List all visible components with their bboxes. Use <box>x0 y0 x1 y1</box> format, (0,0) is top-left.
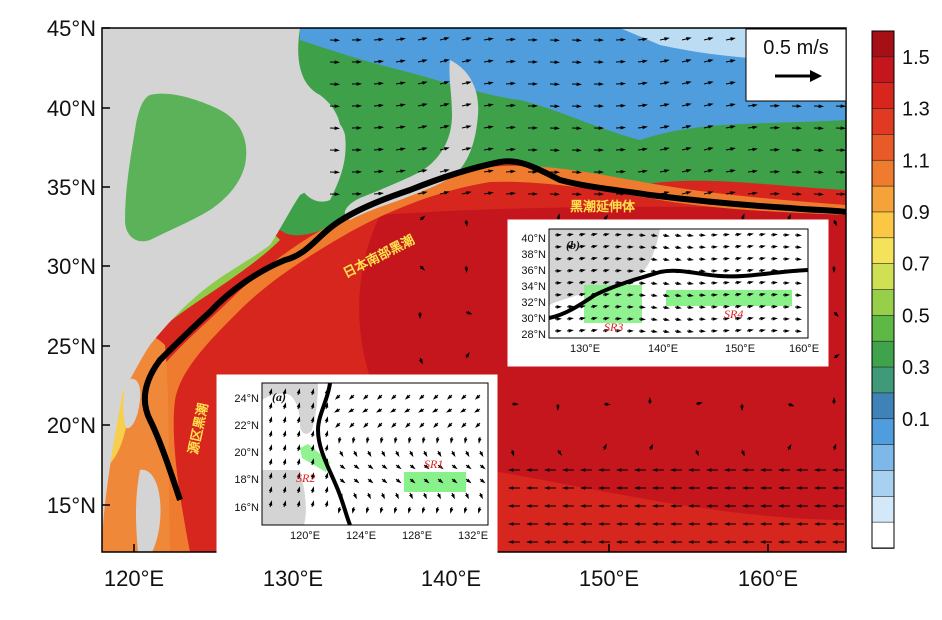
colorbar-segment <box>871 82 895 110</box>
inset-a-label-sr2: SR2 <box>296 471 315 485</box>
inset-a-panel-label: (a) <box>272 390 286 404</box>
inset-b-current-path <box>549 268 808 320</box>
inset-b-panel-label: (b) <box>566 238 580 252</box>
lat-tick-label: 30°N <box>47 254 96 279</box>
lat-tick-label: 40°N <box>47 96 96 121</box>
inset-b-label-sr3: SR3 <box>604 320 623 334</box>
lat-tick-label: 25°N <box>47 334 96 359</box>
lat-tick-label: 45°N <box>47 16 96 41</box>
inset-a-current-path <box>315 383 352 525</box>
colorbar-segment <box>871 315 895 343</box>
inset-lon-label: 132°E <box>458 530 488 542</box>
inset-a-frame <box>261 382 489 526</box>
colorbar-segment <box>871 289 895 317</box>
lat-tick-label: 20°N <box>47 413 96 438</box>
colorbar-segment <box>871 56 895 84</box>
inset-lat-label: 40°N <box>521 233 546 245</box>
scale-vector-legend: 0.5 m/s <box>745 28 847 102</box>
colorbar-segment <box>871 30 895 58</box>
inset-b-region-sr4 <box>666 290 792 306</box>
inset-lon-label: 120°E <box>290 530 320 542</box>
inset-b: (b) SR3 SR4 40°N 38°N 36°N 34°N 32°N 30°N 28°N… <box>507 219 829 367</box>
lon-tick-label: 150°E <box>579 566 639 591</box>
colorbar-segment <box>871 366 895 394</box>
colorbar-tick-label: 1.3 <box>902 99 930 121</box>
inset-lat-label: 24°N <box>234 393 259 405</box>
lat-tick-label: 35°N <box>47 175 96 200</box>
inset-lon-label: 128°E <box>402 530 432 542</box>
colorbar-tick-label: 1.5 <box>902 47 930 69</box>
inset-lat-label: 28°N <box>521 329 546 341</box>
lon-tick-label: 120°E <box>104 566 164 591</box>
colorbar-segment <box>871 185 895 213</box>
land-mainland-green-overlay <box>125 93 247 242</box>
colorbar-segment <box>871 263 895 291</box>
inset-a: (a) SR1 SR2 24°N 22°N 20°N 18°N 16°N 120°E 124… <box>216 374 498 556</box>
inset-b-label-sr4: SR4 <box>724 307 743 321</box>
inset-lat-label: 18°N <box>234 474 259 486</box>
colorbar-tick-label: 0.3 <box>902 357 930 379</box>
lat-tick-label: 15°N <box>47 493 96 518</box>
colorbar-tick-label: 0.5 <box>902 305 930 327</box>
colorbar-segment <box>871 237 895 265</box>
inset-lat-label: 34°N <box>521 281 546 293</box>
colorbar-segment <box>871 521 895 549</box>
inset-a-region-sr1 <box>404 472 466 492</box>
colorbar-segment <box>871 470 895 498</box>
inset-lon-label: 130°E <box>570 343 600 355</box>
colorbar-segment <box>871 211 895 239</box>
inset-lat-label: 30°N <box>521 313 546 325</box>
inset-lat-label: 20°N <box>234 447 259 459</box>
inset-lon-label: 140°E <box>648 343 678 355</box>
colorbar-segment <box>871 108 895 136</box>
inset-a-label-sr1: SR1 <box>424 457 443 471</box>
inset-lon-label: 124°E <box>346 530 376 542</box>
land-korea <box>296 115 346 202</box>
latitude-axis: 45°N 40°N 35°N 30°N 25°N 20°N 15°N <box>47 16 110 518</box>
inset-lat-label: 22°N <box>234 420 259 432</box>
inset-lat-label: 38°N <box>521 249 546 261</box>
colorbar-segment <box>871 340 895 368</box>
label-kuroshio-extension: 黑潮延伸体 <box>570 199 636 215</box>
inset-lon-label: 160°E <box>789 343 819 355</box>
colorbar-segment <box>871 495 895 523</box>
inset-b-region-sr3 <box>584 285 642 323</box>
colorbar-segment <box>871 159 895 187</box>
scale-vector-label: 0.5 m/s <box>763 37 829 59</box>
colorbar-tick-label: 0.9 <box>902 202 930 224</box>
colorbar-segment <box>871 418 895 446</box>
inset-lon-label: 150°E <box>725 343 755 355</box>
lon-tick-label: 160°E <box>738 566 798 591</box>
inset-a-land-taiwan <box>262 383 318 434</box>
kuroshio-main-path <box>141 158 846 501</box>
land-philippines <box>136 469 161 552</box>
longitude-axis: 120°E 130°E 140°E 150°E 160°E <box>104 544 798 591</box>
colorbar-segment <box>871 444 895 472</box>
inset-lat-label: 36°N <box>521 265 546 277</box>
colorbar: 1.5 1.3 1.1 0.9 0.7 0.5 0.3 0.1 <box>871 30 930 549</box>
colorbar-segment <box>871 134 895 162</box>
inset-lat-label: 32°N <box>521 297 546 309</box>
lon-tick-label: 130°E <box>263 566 323 591</box>
inset-b-land-japan-korea <box>549 229 660 305</box>
colorbar-tick-label: 0.1 <box>902 409 930 431</box>
colorbar-tick-label: 0.7 <box>902 254 930 276</box>
lon-tick-label: 140°E <box>421 566 481 591</box>
colorbar-segment <box>871 392 895 420</box>
inset-b-frame <box>548 228 809 339</box>
inset-a-region-sr2 <box>300 444 330 472</box>
inset-a-land-luzon <box>262 470 306 525</box>
colorbar-tick-label: 1.1 <box>902 150 930 172</box>
land-taiwan <box>123 378 141 429</box>
inset-lat-label: 16°N <box>234 502 259 514</box>
